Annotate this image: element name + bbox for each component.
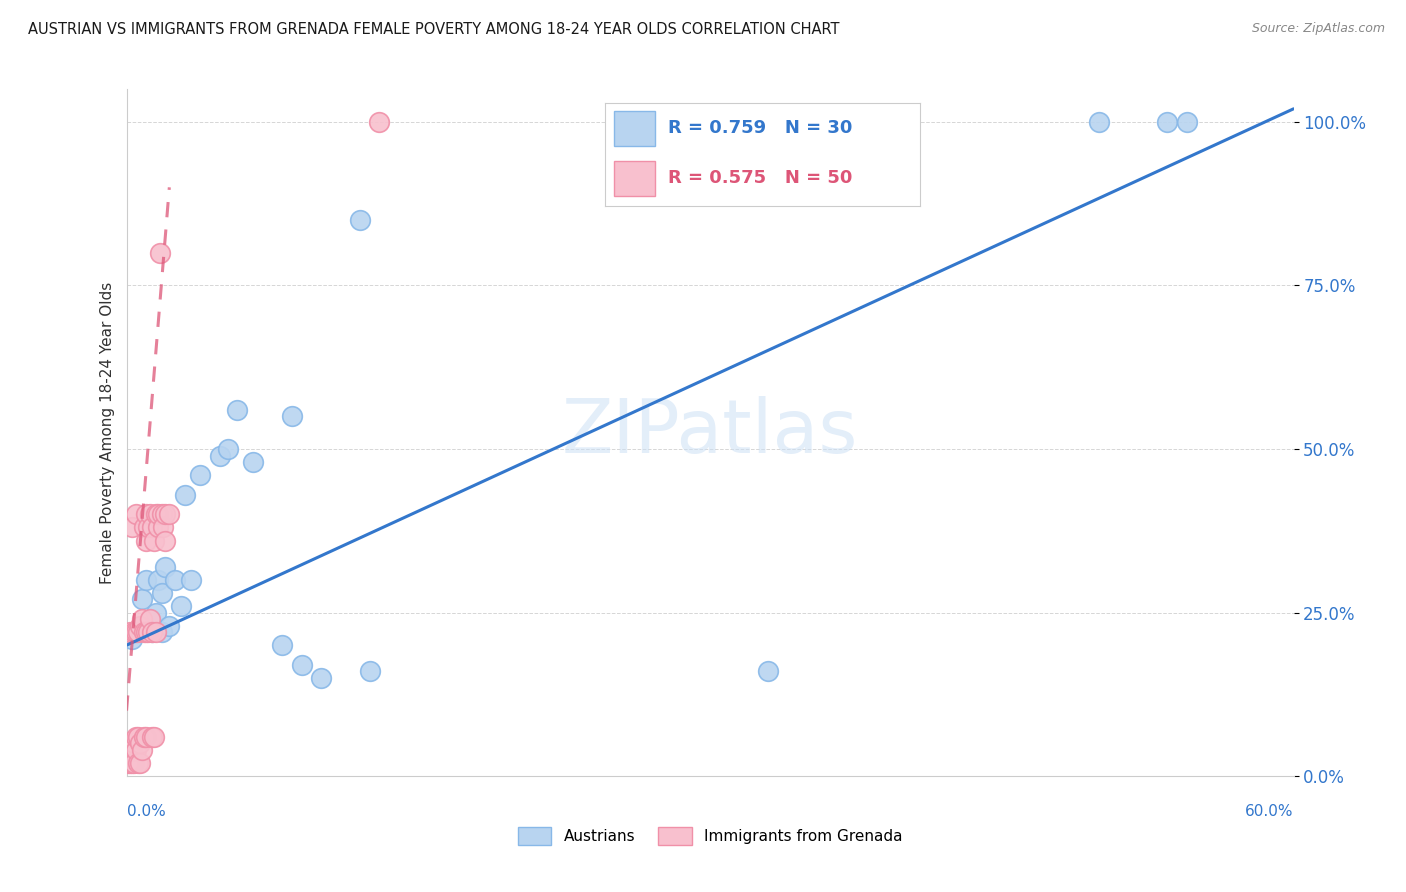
Point	[132, 625, 155, 640]
Point	[117, 756, 139, 770]
Point	[142, 533, 165, 548]
Point	[155, 508, 177, 522]
Point	[121, 520, 143, 534]
Y-axis label: Female Poverty Among 18-24 Year Olds: Female Poverty Among 18-24 Year Olds	[100, 282, 115, 583]
Point	[806, 115, 828, 129]
Point	[131, 743, 153, 757]
Point	[120, 756, 142, 770]
Point	[756, 665, 779, 679]
Point	[121, 756, 143, 770]
Point	[125, 743, 148, 757]
Point	[129, 736, 152, 750]
Legend: Austrians, Immigrants from Grenada: Austrians, Immigrants from Grenada	[512, 821, 908, 851]
Text: 60.0%: 60.0%	[1246, 805, 1294, 819]
Point	[170, 599, 193, 613]
Text: ZIPatlas: ZIPatlas	[562, 396, 858, 469]
Point	[129, 618, 152, 632]
Text: 0.0%: 0.0%	[127, 805, 166, 819]
Point	[141, 520, 163, 534]
Point	[145, 625, 167, 640]
Point	[190, 468, 212, 483]
Point	[124, 756, 146, 770]
Point	[125, 730, 148, 744]
Point	[1088, 115, 1111, 129]
Point	[226, 402, 249, 417]
Point	[135, 573, 157, 587]
Point	[145, 606, 167, 620]
Point	[136, 625, 159, 640]
Point	[1175, 115, 1198, 129]
Point	[127, 625, 149, 640]
Point	[135, 625, 157, 640]
Point	[290, 657, 312, 672]
Point	[135, 730, 157, 744]
Text: Source: ZipAtlas.com: Source: ZipAtlas.com	[1251, 22, 1385, 36]
Point	[127, 756, 149, 770]
Point	[349, 213, 371, 227]
Point	[208, 449, 231, 463]
Point	[180, 573, 202, 587]
Point	[121, 743, 143, 757]
Point	[150, 586, 173, 600]
Point	[150, 508, 173, 522]
Point	[132, 520, 155, 534]
Point	[174, 488, 197, 502]
Point	[149, 245, 172, 260]
Point	[117, 743, 139, 757]
Point	[131, 592, 153, 607]
Point	[127, 730, 149, 744]
Point	[141, 625, 163, 640]
Point	[152, 520, 174, 534]
Point	[131, 612, 153, 626]
Point	[125, 625, 148, 640]
Point	[125, 508, 148, 522]
Point	[309, 671, 332, 685]
Point	[165, 573, 187, 587]
Point	[132, 730, 155, 744]
Point	[135, 508, 157, 522]
Point	[368, 115, 391, 129]
Point	[155, 533, 177, 548]
Point	[135, 533, 157, 548]
Point	[141, 730, 163, 744]
Point	[146, 573, 169, 587]
Point	[146, 520, 169, 534]
Point	[124, 736, 146, 750]
Point	[136, 520, 159, 534]
Point	[129, 756, 152, 770]
Point	[281, 409, 304, 424]
Point	[124, 625, 146, 640]
Point	[141, 625, 163, 640]
Point	[271, 638, 294, 652]
Point	[150, 625, 173, 640]
Point	[242, 455, 264, 469]
Point	[155, 559, 177, 574]
Point	[145, 508, 167, 522]
Point	[1156, 115, 1178, 129]
Point	[157, 508, 180, 522]
Point	[120, 625, 142, 640]
Point	[359, 665, 381, 679]
Point	[217, 442, 239, 456]
Point	[139, 508, 162, 522]
Point	[146, 508, 169, 522]
Point	[139, 612, 162, 626]
Point	[157, 618, 180, 632]
Point	[142, 730, 165, 744]
Point	[121, 632, 143, 646]
Text: AUSTRIAN VS IMMIGRANTS FROM GRENADA FEMALE POVERTY AMONG 18-24 YEAR OLDS CORRELA: AUSTRIAN VS IMMIGRANTS FROM GRENADA FEMA…	[28, 22, 839, 37]
Point	[120, 743, 142, 757]
